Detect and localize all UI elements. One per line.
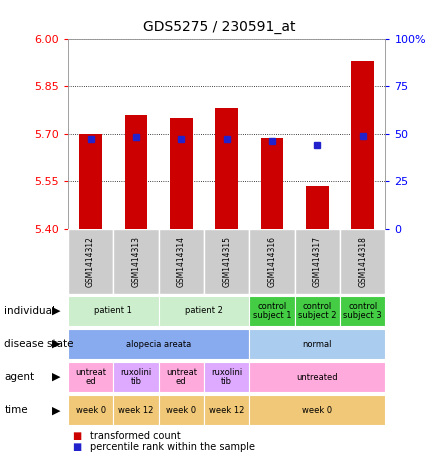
Text: agent: agent bbox=[4, 372, 35, 382]
Text: untreated: untreated bbox=[297, 373, 338, 381]
Text: individual: individual bbox=[4, 306, 55, 316]
Bar bbox=[170, 118, 193, 229]
Text: time: time bbox=[4, 405, 28, 415]
Bar bbox=[68, 395, 113, 425]
Bar bbox=[204, 229, 249, 294]
Text: GSM1414312: GSM1414312 bbox=[86, 236, 95, 287]
Text: control
subject 3: control subject 3 bbox=[343, 302, 382, 320]
Text: percentile rank within the sample: percentile rank within the sample bbox=[90, 442, 255, 452]
Text: GSM1414314: GSM1414314 bbox=[177, 236, 186, 287]
Bar bbox=[68, 229, 113, 294]
Text: ▶: ▶ bbox=[52, 306, 60, 316]
Text: week 0: week 0 bbox=[166, 406, 196, 414]
Bar bbox=[79, 134, 102, 229]
Bar bbox=[295, 296, 340, 326]
Text: week 12: week 12 bbox=[209, 406, 244, 414]
Text: ▶: ▶ bbox=[52, 372, 60, 382]
Bar bbox=[159, 395, 204, 425]
Text: week 12: week 12 bbox=[118, 406, 154, 414]
Text: ▶: ▶ bbox=[52, 405, 60, 415]
Text: week 0: week 0 bbox=[75, 406, 106, 414]
Text: control
subject 1: control subject 1 bbox=[253, 302, 291, 320]
Text: GDS5275 / 230591_at: GDS5275 / 230591_at bbox=[143, 20, 295, 34]
Text: control
subject 2: control subject 2 bbox=[298, 302, 337, 320]
Bar bbox=[249, 229, 295, 294]
Bar bbox=[124, 115, 147, 229]
Text: GSM1414316: GSM1414316 bbox=[268, 236, 276, 287]
Bar bbox=[249, 329, 385, 359]
Bar bbox=[249, 296, 295, 326]
Text: transformed count: transformed count bbox=[90, 431, 180, 441]
Bar bbox=[68, 329, 249, 359]
Text: normal: normal bbox=[303, 340, 332, 348]
Text: GSM1414313: GSM1414313 bbox=[131, 236, 141, 287]
Text: ruxolini
tib: ruxolini tib bbox=[120, 368, 152, 386]
Bar bbox=[159, 296, 249, 326]
Bar bbox=[159, 362, 204, 392]
Bar bbox=[295, 229, 340, 294]
Bar bbox=[340, 229, 385, 294]
Bar bbox=[215, 108, 238, 229]
Text: ■: ■ bbox=[72, 442, 81, 452]
Bar bbox=[68, 296, 159, 326]
Text: disease state: disease state bbox=[4, 339, 74, 349]
Bar bbox=[159, 229, 204, 294]
Bar bbox=[204, 395, 249, 425]
Bar bbox=[340, 296, 385, 326]
Bar bbox=[113, 229, 159, 294]
Bar bbox=[113, 395, 159, 425]
Bar bbox=[249, 395, 385, 425]
Text: alopecia areata: alopecia areata bbox=[126, 340, 191, 348]
Text: untreat
ed: untreat ed bbox=[75, 368, 106, 386]
Text: untreat
ed: untreat ed bbox=[166, 368, 197, 386]
Bar bbox=[249, 362, 385, 392]
Bar bbox=[68, 362, 113, 392]
Text: GSM1414315: GSM1414315 bbox=[222, 236, 231, 287]
Text: ruxolini
tib: ruxolini tib bbox=[211, 368, 242, 386]
Text: GSM1414317: GSM1414317 bbox=[313, 236, 322, 287]
Bar bbox=[351, 61, 374, 229]
Bar bbox=[306, 186, 329, 229]
Bar bbox=[113, 362, 159, 392]
Text: patient 2: patient 2 bbox=[185, 307, 223, 315]
Text: GSM1414318: GSM1414318 bbox=[358, 236, 367, 287]
Text: ▶: ▶ bbox=[52, 339, 60, 349]
Text: patient 1: patient 1 bbox=[94, 307, 132, 315]
Text: ■: ■ bbox=[72, 431, 81, 441]
Text: week 0: week 0 bbox=[302, 406, 332, 414]
Bar bbox=[204, 362, 249, 392]
Bar bbox=[261, 139, 283, 229]
